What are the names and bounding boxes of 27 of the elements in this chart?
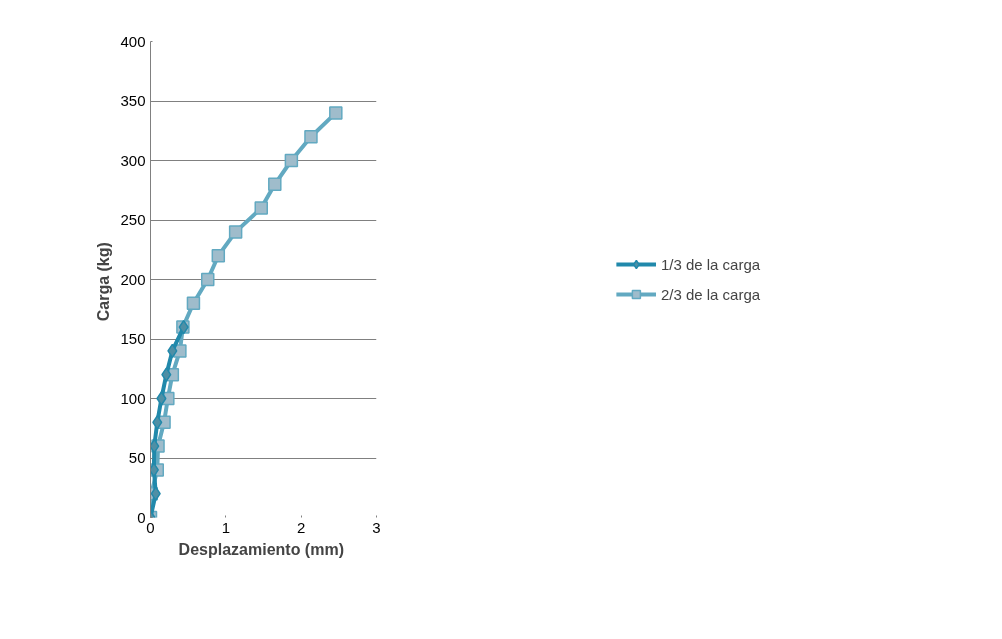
y-tick-label: 200 — [120, 270, 146, 288]
x-tick-label: 2 — [297, 518, 306, 536]
point — [152, 415, 163, 430]
legend-label: 1/3 de la carga — [660, 255, 761, 273]
point — [284, 153, 299, 168]
point — [156, 391, 167, 406]
x-tick-label: 1 — [221, 518, 231, 536]
y-tick-label: 50 — [128, 449, 146, 466]
y-tick-label: 300 — [120, 151, 146, 169]
y-tick-label: 350 — [120, 92, 146, 109]
y-tick-label: 250 — [120, 211, 146, 228]
point — [254, 201, 268, 215]
point — [304, 129, 318, 144]
point — [329, 106, 343, 120]
legend-label: 2/3 de la carga — [660, 285, 761, 303]
y-tick-label: 100 — [120, 389, 146, 407]
x-axis-title: Desplazamiento (mm) — [178, 540, 344, 558]
point — [211, 248, 226, 263]
y-axis-title: Carga (kg) — [95, 242, 113, 322]
point — [268, 177, 282, 192]
point — [228, 225, 243, 239]
y-tick-label: 150 — [120, 330, 146, 347]
y-tick-label: 400 — [120, 32, 146, 50]
point — [201, 272, 215, 287]
x-tick-label: 3 — [372, 518, 381, 536]
point — [161, 367, 172, 382]
point — [186, 296, 201, 311]
